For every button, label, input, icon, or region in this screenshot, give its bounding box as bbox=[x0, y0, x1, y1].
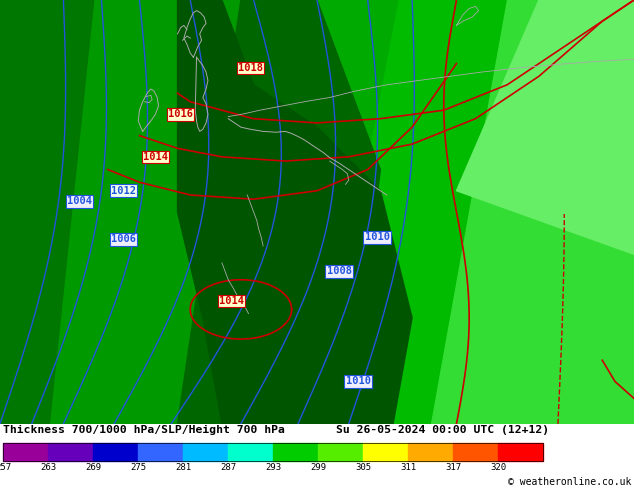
Bar bbox=[453, 443, 498, 461]
Bar bbox=[183, 443, 228, 461]
Text: 1014: 1014 bbox=[143, 152, 168, 162]
Polygon shape bbox=[0, 148, 114, 305]
Text: 1012: 1012 bbox=[111, 186, 136, 196]
Text: 317: 317 bbox=[445, 463, 461, 472]
Text: 263: 263 bbox=[40, 463, 56, 472]
Polygon shape bbox=[178, 0, 380, 424]
Polygon shape bbox=[51, 0, 266, 424]
Bar bbox=[498, 443, 543, 461]
Polygon shape bbox=[456, 0, 634, 254]
Bar bbox=[228, 443, 273, 461]
Text: Thickness 700/1000 hPa/SLP/Height 700 hPa: Thickness 700/1000 hPa/SLP/Height 700 hP… bbox=[3, 425, 285, 435]
Polygon shape bbox=[178, 0, 406, 424]
Polygon shape bbox=[0, 191, 76, 424]
Text: 305: 305 bbox=[355, 463, 371, 472]
Text: 281: 281 bbox=[175, 463, 191, 472]
Polygon shape bbox=[431, 0, 634, 424]
Text: 1010: 1010 bbox=[346, 376, 371, 387]
Text: 311: 311 bbox=[400, 463, 416, 472]
Polygon shape bbox=[0, 0, 266, 424]
Text: 299: 299 bbox=[310, 463, 326, 472]
Polygon shape bbox=[317, 0, 507, 424]
Text: Su 26-05-2024 00:00 UTC (12+12): Su 26-05-2024 00:00 UTC (12+12) bbox=[336, 425, 549, 435]
Text: 1004: 1004 bbox=[67, 196, 92, 206]
Text: 1008: 1008 bbox=[327, 266, 352, 276]
Bar bbox=[138, 443, 183, 461]
Text: 320: 320 bbox=[490, 463, 506, 472]
Bar bbox=[48, 443, 93, 461]
Bar bbox=[408, 443, 453, 461]
Text: 257: 257 bbox=[0, 463, 11, 472]
Text: 1010: 1010 bbox=[365, 232, 390, 243]
Bar bbox=[273, 443, 318, 461]
Text: 1018: 1018 bbox=[238, 63, 263, 73]
Bar bbox=[93, 443, 138, 461]
Text: 293: 293 bbox=[265, 463, 281, 472]
Text: 1014: 1014 bbox=[219, 296, 244, 306]
Bar bbox=[3, 443, 48, 461]
Bar bbox=[3, 443, 543, 461]
Polygon shape bbox=[178, 0, 412, 424]
Text: 1016: 1016 bbox=[168, 109, 193, 120]
Bar bbox=[363, 443, 408, 461]
Text: 287: 287 bbox=[220, 463, 236, 472]
Bar bbox=[318, 443, 363, 461]
Text: © weatheronline.co.uk: © weatheronline.co.uk bbox=[508, 477, 631, 487]
Text: 269: 269 bbox=[85, 463, 101, 472]
Text: 1006: 1006 bbox=[111, 235, 136, 245]
Text: 275: 275 bbox=[130, 463, 146, 472]
